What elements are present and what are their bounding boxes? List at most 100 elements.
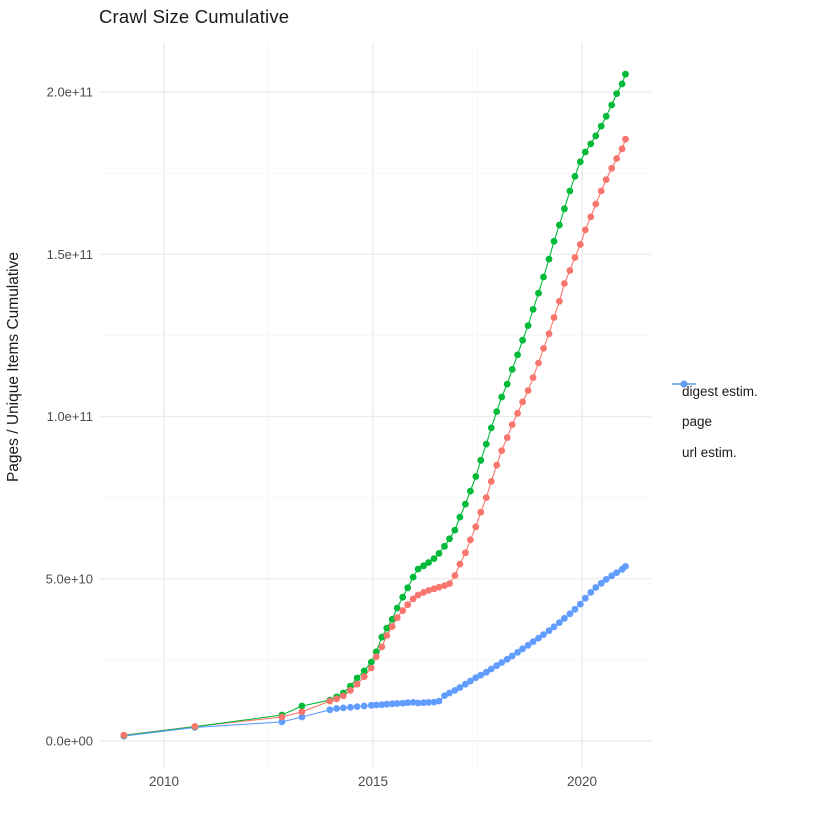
data-point-urlestim (482, 668, 490, 676)
data-point-page (556, 221, 563, 229)
data-point-page (613, 90, 621, 97)
data-point-digestestim (545, 330, 553, 338)
data-point-digestestim (613, 155, 621, 162)
data-point-digestestim (576, 241, 584, 248)
data-point-page (566, 187, 574, 195)
data-point-digestestim (191, 723, 199, 730)
legend-label: digest estim. (682, 383, 758, 399)
legend-key-icon (672, 380, 696, 388)
data-point-page (535, 289, 542, 297)
data-point-urlestim (441, 692, 448, 699)
data-point-page (550, 237, 558, 245)
data-point-urlestim (388, 700, 396, 708)
data-point-page (602, 112, 610, 120)
data-point-urlestim (587, 589, 595, 596)
data-point-page (456, 513, 464, 521)
data-point-page (414, 565, 422, 573)
data-point-page (545, 255, 553, 263)
data-point-page (367, 658, 375, 666)
data-point-page (587, 140, 595, 148)
y-tick-label: 1.0e+11 (47, 409, 93, 424)
data-point-digestestim (622, 135, 629, 143)
y-tick-label: 5.0e+10 (46, 571, 93, 586)
data-point-urlestim (383, 700, 391, 708)
legend: digest estim. page url estim. (671, 376, 758, 468)
data-point-digestestim (451, 572, 459, 579)
data-point-digestestim (372, 653, 380, 660)
data-point-digestestim (571, 254, 579, 261)
data-point-digestestim (383, 632, 391, 639)
data-point-page (576, 158, 584, 166)
legend-item-url: url estim. (671, 380, 758, 468)
data-point-digestestim (472, 523, 480, 531)
data-point-page (529, 306, 537, 313)
x-tick-label: 2015 (358, 774, 388, 789)
data-point-page (425, 559, 432, 566)
data-point-digestestim (514, 409, 521, 417)
data-point-urlestim (372, 701, 380, 709)
data-point-digestestim (550, 314, 558, 321)
data-point-page (618, 80, 626, 88)
data-point-urlestim (503, 655, 511, 663)
data-point-urlestim (540, 631, 547, 638)
data-point-urlestim (576, 600, 584, 608)
data-point-digestestim (556, 297, 563, 305)
data-point-digestestim (493, 461, 501, 469)
data-point-digestestim (399, 607, 407, 614)
data-point-urlestim (339, 704, 347, 712)
data-point-page (487, 424, 495, 432)
y-tick-label: 1.5e+11 (47, 247, 93, 262)
data-point-urlestim (556, 619, 563, 626)
data-point-page (462, 500, 469, 508)
data-point-digestestim (409, 595, 417, 603)
data-point-urlestim (514, 649, 521, 656)
data-point-digestestim (519, 398, 526, 406)
data-point-page (597, 122, 605, 130)
data-point-urlestim (561, 614, 568, 622)
data-point-urlestim (456, 684, 464, 691)
data-point-digestestim (602, 176, 610, 184)
y-tick-label: 0.0e+00 (46, 734, 93, 749)
data-point-page (472, 473, 480, 480)
data-point-urlestim (597, 579, 605, 587)
data-point-urlestim (498, 659, 506, 666)
data-point-urlestim (529, 638, 537, 646)
data-point-urlestim (420, 699, 427, 707)
data-point-digestestim (477, 508, 485, 516)
data-point-digestestim (592, 200, 600, 208)
data-point-digestestim (587, 213, 595, 221)
data-point-page (409, 573, 417, 581)
data-point-page (498, 393, 506, 401)
data-point-page (393, 604, 401, 612)
data-point-page (404, 584, 412, 592)
data-point-digestestim (456, 560, 464, 568)
data-point-digestestim (326, 697, 334, 705)
data-point-urlestim (566, 610, 574, 618)
data-point-page (571, 173, 579, 180)
data-point-page (514, 351, 521, 359)
data-point-page (592, 132, 600, 140)
data-point-urlestim (278, 718, 286, 726)
legend-item-page: page (671, 380, 758, 438)
data-point-digestestim (566, 267, 574, 274)
data-point-digestestim (404, 601, 412, 609)
data-point-page (446, 535, 453, 543)
data-point-digestestim (540, 345, 547, 352)
data-point-page (561, 205, 568, 213)
data-point-page (298, 702, 306, 710)
data-point-urlestim (333, 705, 340, 712)
data-point-digestestim (482, 494, 490, 501)
data-point-page (383, 624, 391, 632)
data-point-urlestim (535, 634, 542, 642)
data-point-page (519, 336, 526, 344)
data-point-urlestim (472, 674, 480, 682)
y-axis-title: Pages / Unique Items Cumulative (5, 252, 22, 483)
data-point-urlestim (519, 645, 526, 653)
data-point-page (451, 526, 459, 534)
data-point-digestestim (278, 713, 286, 721)
data-point-digestestim (333, 695, 340, 703)
data-point-digestestim (618, 145, 626, 153)
data-point-urlestim (425, 699, 432, 706)
data-point-urlestim (608, 572, 616, 580)
